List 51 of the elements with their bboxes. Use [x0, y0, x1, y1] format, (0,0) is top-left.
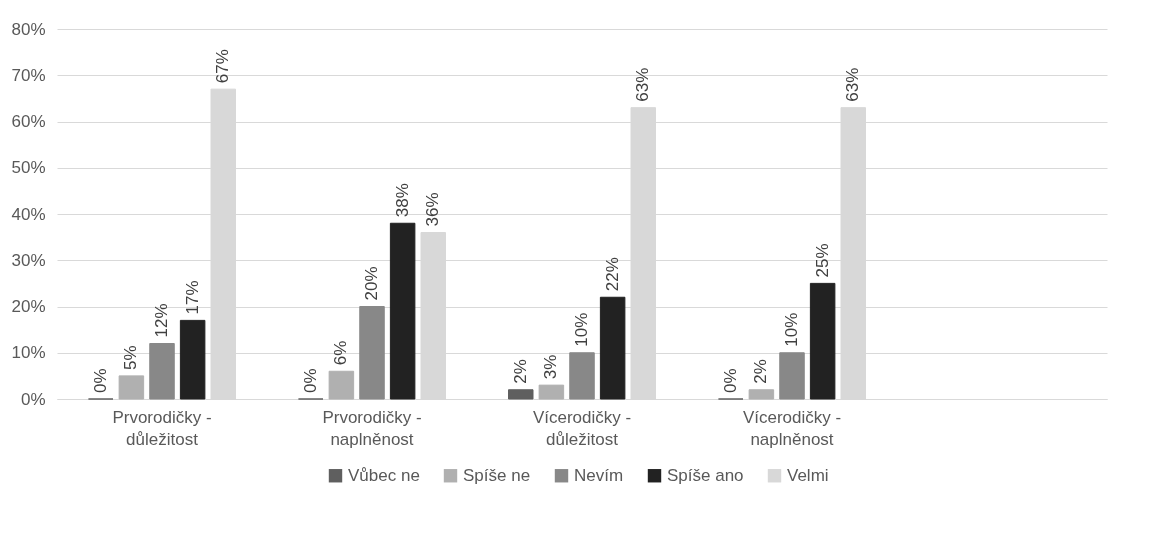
- bar: [538, 384, 565, 400]
- y-tick-label: 20%: [11, 297, 46, 316]
- legend-label: Spíše ano: [667, 465, 744, 485]
- bar: [508, 389, 534, 400]
- y-tick-label: 0%: [20, 389, 46, 409]
- bar: [809, 282, 836, 400]
- bar: [599, 296, 626, 400]
- data-label: 17%: [182, 280, 202, 315]
- bar: [118, 375, 145, 400]
- data-label: 6%: [331, 340, 351, 366]
- data-label: 38%: [392, 183, 412, 218]
- data-label: 5%: [121, 345, 141, 370]
- y-tick-label: 40%: [11, 204, 46, 224]
- data-label: 10%: [572, 312, 591, 347]
- data-label: 3%: [541, 354, 561, 380]
- bar: [359, 306, 385, 400]
- legend-label: Spíše ne: [463, 465, 531, 485]
- data-label: 12%: [152, 303, 171, 338]
- bar: [389, 222, 416, 400]
- data-label: 10%: [782, 312, 801, 347]
- data-label: 2%: [751, 359, 771, 384]
- data-label: 67%: [213, 49, 233, 84]
- bar: [179, 319, 206, 400]
- legend-label: Velmi: [787, 465, 829, 485]
- data-label: 20%: [362, 266, 381, 301]
- y-tick-label: 60%: [11, 112, 46, 131]
- bar: [779, 352, 805, 400]
- bar: [149, 343, 175, 400]
- legend-label: Vůbec ne: [348, 465, 420, 485]
- data-label: 36%: [423, 192, 443, 227]
- data-label: 22%: [602, 257, 622, 292]
- x-tick-label: Vícerodičky - naplněnost: [742, 407, 842, 449]
- y-tick-label: 70%: [11, 65, 46, 85]
- x-tick-label: Prvorodičky - důležitost: [112, 407, 212, 449]
- data-label: 63%: [843, 67, 863, 102]
- data-label: 25%: [812, 243, 832, 278]
- data-label: 0%: [90, 368, 110, 393]
- data-label: 63%: [633, 67, 653, 102]
- data-label: 2%: [510, 359, 530, 384]
- bar: [569, 352, 595, 400]
- bar: [328, 370, 355, 400]
- data-label: 0%: [720, 368, 740, 393]
- x-tick-label: Prvorodičky - naplněnost: [322, 407, 422, 449]
- y-tick-label: 30%: [11, 250, 46, 270]
- bar: [748, 389, 775, 400]
- y-tick-label: 10%: [11, 343, 46, 363]
- legend-label: Nevím: [574, 465, 624, 485]
- y-tick-label: 80%: [11, 19, 46, 39]
- y-tick-label: 50%: [11, 158, 46, 178]
- data-label: 0%: [300, 368, 320, 393]
- x-tick-label: Vícerodičky - důležitost: [532, 407, 632, 449]
